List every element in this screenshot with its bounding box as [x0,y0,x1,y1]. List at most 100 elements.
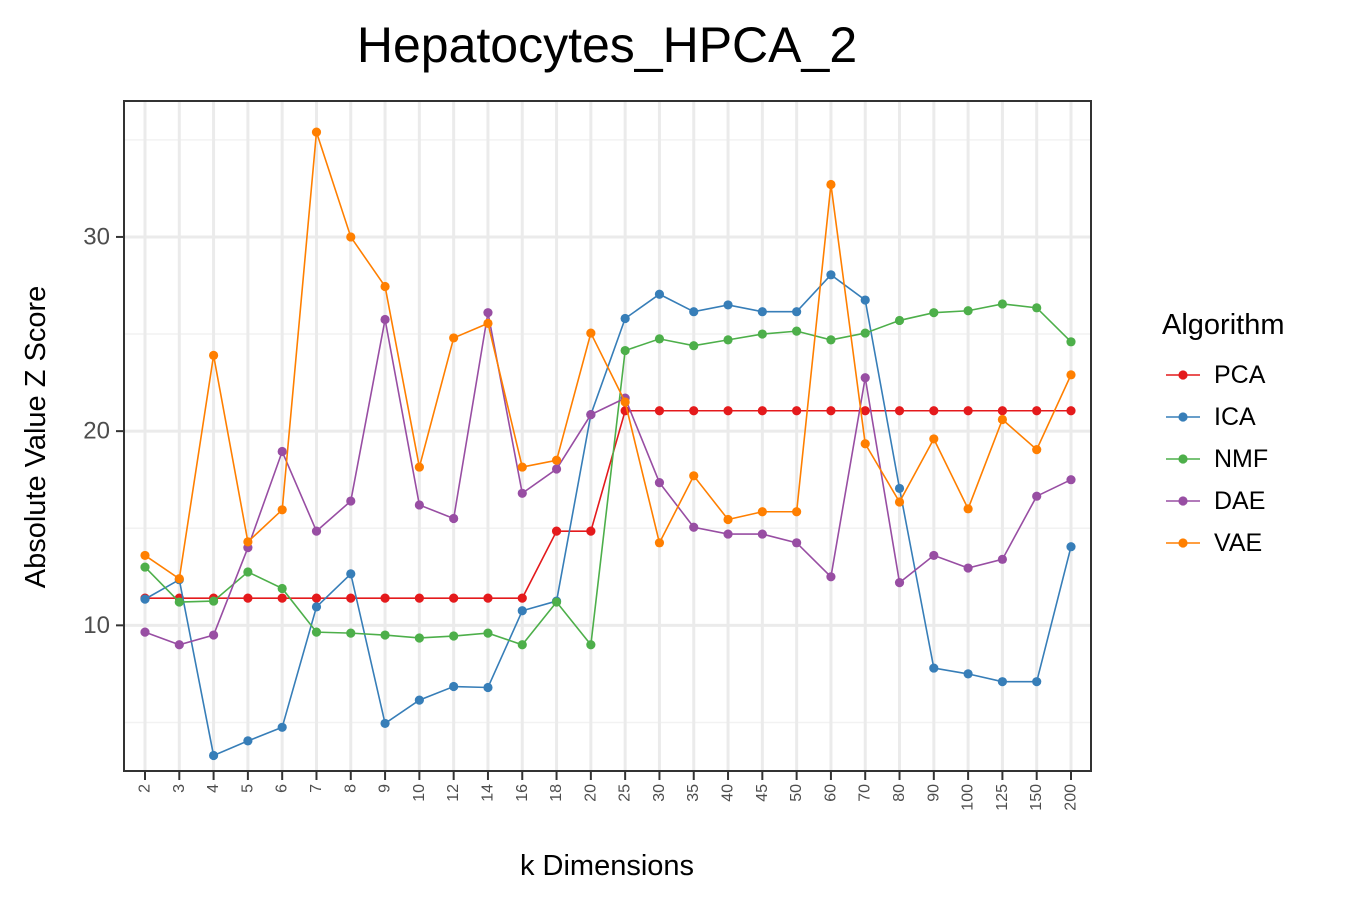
point-nmf [208,596,219,606]
grid [124,101,1091,771]
point-nmf [1066,337,1076,347]
point-nmf [860,328,870,338]
legend-key-point-dae [1178,496,1188,506]
point-pca [243,593,253,603]
point-ica [620,313,630,324]
point-dae [860,373,870,383]
point-vae [620,397,630,407]
x-tick-label: 2 [137,784,154,793]
x-axis-title: k Dimensions [520,850,694,882]
point-pca [654,406,665,416]
point-vae [208,350,219,361]
point-nmf [311,627,322,637]
point-ica [757,307,767,317]
point-pca [311,593,322,603]
point-nmf [654,334,665,344]
point-pca [929,406,939,416]
point-nmf [174,597,184,607]
point-ica [311,602,322,612]
series-line-vae [144,131,1072,581]
x-tick-label: 30 [651,784,668,802]
x-tick-label: 3 [171,784,188,793]
legend-item-pca: PCA [1166,361,1266,389]
x-tick-label: 7 [308,784,325,793]
point-vae [449,333,459,343]
point-nmf [689,341,699,351]
point-nmf [277,583,287,594]
point-nmf [483,628,493,638]
x-tick-label: 125 [994,784,1011,811]
point-dae [1066,475,1076,485]
point-pca [792,406,802,416]
point-vae [414,462,424,472]
point-dae [1032,491,1042,501]
x-tick-label: 150 [1028,784,1045,811]
legend: Algorithm PCA ICA NMF DAE VAE [1162,309,1285,557]
point-pca [963,406,973,416]
point-pca [826,406,836,416]
legend-item-vae: VAE [1166,529,1262,557]
series-layer [140,127,1076,761]
point-nmf [620,345,630,356]
point-nmf [140,562,150,572]
point-vae [1066,370,1076,380]
legend-key-point-ica [1178,412,1188,422]
point-vae [243,537,253,547]
point-vae [723,514,733,525]
series-line-pca [145,409,1071,599]
point-nmf [894,315,905,326]
point-vae [380,281,390,292]
point-vae [586,328,596,338]
point-vae [517,462,527,472]
legend-item-dae: DAE [1166,487,1265,515]
point-pca [1032,406,1042,416]
x-tick-label: 80 [891,784,908,802]
y-tick-label: 20 [83,418,110,445]
point-dae [517,488,527,498]
point-ica [929,663,939,673]
x-tick-label: 12 [445,784,462,802]
point-dae [929,550,939,561]
point-pca [517,593,527,603]
x-tick-label: 16 [514,784,531,802]
point-nmf [449,631,459,641]
legend-item-ica: ICA [1166,403,1256,431]
point-pca [757,406,767,416]
point-ica [449,681,459,692]
legend-key-point-pca [1178,370,1188,380]
point-pca [277,593,287,603]
point-ica [963,669,973,679]
point-dae [311,526,322,536]
x-tick-label: 8 [342,784,359,793]
series-vae [140,127,1076,584]
point-dae [174,640,184,650]
x-tick-label: 9 [377,784,394,793]
point-nmf [380,630,390,640]
point-dae [346,496,356,506]
point-pca [1066,406,1076,416]
point-dae [963,563,973,573]
point-vae [346,232,356,242]
point-vae [551,455,562,465]
y-tick-label: 30 [83,223,110,250]
point-dae [826,572,836,582]
point-vae [174,574,184,584]
point-dae [277,446,287,457]
x-axis: 2 3 4 5 6 7 8 9 10 12 14 16 18 20 25 30 35 40 45 50 60 70 80 90… [137,771,1080,811]
legend-item-nmf: NMF [1166,445,1268,473]
point-pca [380,593,390,603]
point-dae [757,529,767,539]
chart-title: Hepatocytes_HPCA_2 [357,17,857,73]
point-nmf [792,326,802,336]
point-vae [277,505,287,515]
x-tick-label: 4 [205,784,222,793]
point-nmf [1032,303,1042,313]
point-dae [997,554,1008,564]
x-tick-label: 18 [548,784,565,802]
legend-label-ica: ICA [1214,403,1256,431]
x-tick-label: 100 [960,784,977,811]
point-dae [414,500,424,510]
point-nmf [826,335,836,345]
legend-label-nmf: NMF [1214,445,1268,473]
